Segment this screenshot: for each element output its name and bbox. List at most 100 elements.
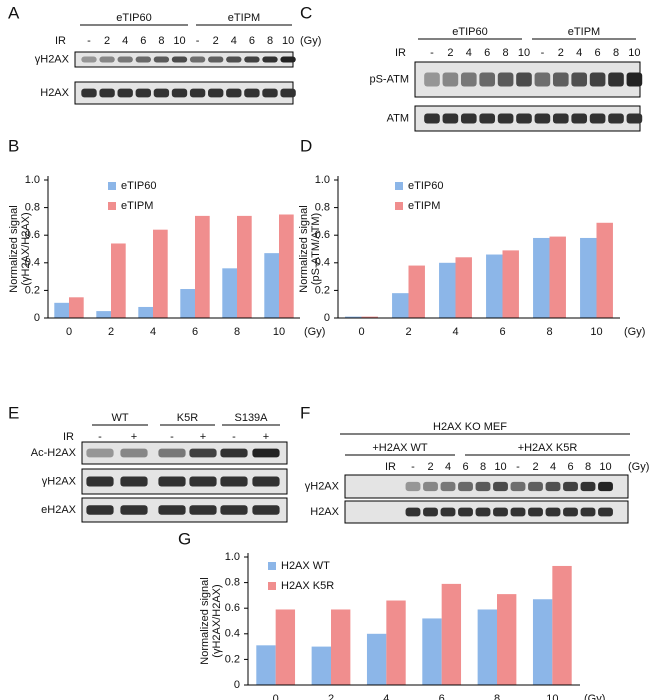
blot-band	[171, 56, 188, 63]
blot-band	[244, 88, 260, 98]
y-tick-label: 0.2	[25, 284, 40, 296]
legend-label: eTIPM	[121, 200, 153, 212]
blot-band	[423, 481, 438, 492]
blot-band	[226, 56, 242, 63]
y-axis-label: (pS-ATM/ATM)	[310, 213, 322, 285]
row-label: γH2AX	[35, 53, 70, 65]
bar	[311, 646, 331, 685]
lane-label: 8	[267, 35, 273, 47]
lane-label: -	[196, 35, 200, 47]
bar	[392, 293, 409, 318]
row-label: Ac-H2AX	[31, 447, 77, 459]
blot-band	[153, 88, 170, 98]
blot-band	[280, 56, 296, 63]
blot-band	[534, 72, 551, 87]
lane-label: 4	[445, 461, 451, 473]
lane-label: 6	[462, 461, 468, 473]
lane-label: 6	[249, 35, 255, 47]
bar	[275, 609, 296, 685]
y-tick-label: 0.6	[25, 229, 40, 241]
lane-label: 4	[576, 47, 582, 59]
y-tick-label: 1.0	[315, 174, 330, 186]
x-unit: (Gy)	[624, 326, 645, 338]
bar	[153, 229, 168, 318]
legend-swatch	[108, 182, 116, 190]
blot-band	[424, 113, 440, 124]
legend-swatch	[395, 202, 403, 210]
blot-band	[117, 56, 133, 63]
legend-label: eTIP60	[408, 180, 443, 192]
unit-label: (Gy)	[300, 35, 321, 47]
bar	[138, 306, 153, 318]
y-tick-label: 0.8	[25, 202, 40, 214]
bar	[256, 645, 276, 685]
row-label: γH2AX	[305, 480, 340, 492]
blot-band	[220, 476, 248, 487]
bar	[361, 316, 378, 318]
panel-label: B	[8, 136, 19, 155]
blot-band	[81, 56, 97, 63]
blot-band	[120, 505, 148, 515]
blot-band	[580, 481, 596, 492]
y-axis-label: Normalized signal	[199, 577, 211, 664]
x-tick-label: 0	[273, 693, 279, 700]
blot-band	[86, 448, 114, 458]
blot-band	[626, 72, 643, 87]
blot-band	[460, 113, 477, 124]
blot-band	[458, 481, 473, 492]
y-tick-label: 1.0	[225, 551, 240, 563]
bar	[441, 583, 462, 685]
blot-band	[208, 56, 224, 63]
blot-band	[552, 113, 569, 124]
blot-band	[244, 56, 260, 63]
blot-band	[220, 505, 248, 515]
blot-band	[608, 72, 624, 87]
row-label: H2AX	[310, 506, 339, 518]
blot-band	[493, 481, 508, 492]
blot-band	[226, 88, 242, 98]
blot-band	[608, 113, 624, 124]
blot-band	[580, 507, 596, 517]
lane-label: 10	[518, 47, 530, 59]
blot-band	[479, 72, 496, 87]
y-tick-label: 0.6	[225, 602, 240, 614]
lane-label: 8	[585, 461, 591, 473]
blot-band	[158, 448, 186, 458]
bar	[366, 633, 387, 685]
lane-label: 10	[494, 461, 506, 473]
blot-band	[158, 476, 186, 487]
panel-label: D	[300, 136, 312, 155]
legend-label: eTIPM	[408, 200, 440, 212]
lane-label: 8	[158, 35, 164, 47]
group-label: S139A	[234, 412, 268, 424]
blot-band	[589, 72, 606, 87]
x-tick-label: 8	[546, 326, 552, 338]
blot-band	[405, 481, 421, 492]
panel-label: C	[300, 3, 312, 22]
blot-band	[405, 507, 421, 517]
blot-band	[528, 507, 543, 517]
bar	[222, 268, 237, 318]
group-label: K5R	[177, 412, 198, 424]
blot-band	[189, 56, 206, 63]
lane-label: 2	[427, 461, 433, 473]
panel-label: F	[300, 403, 310, 422]
blot-band	[81, 88, 97, 98]
blot-title: H2AX KO MEF	[433, 421, 507, 433]
bar	[386, 600, 406, 685]
bar	[180, 289, 195, 318]
ir-label: IR	[385, 461, 396, 473]
bar	[439, 262, 456, 318]
ir-label: IR	[395, 47, 406, 59]
lane-label: 2	[532, 461, 538, 473]
blot-band	[475, 507, 491, 517]
bar	[331, 609, 351, 685]
group-label: eTIPM	[568, 26, 600, 38]
lane-label: -	[232, 431, 236, 443]
blot-band	[153, 56, 170, 63]
bar	[533, 237, 550, 318]
lane-label: 2	[213, 35, 219, 47]
x-unit: (Gy)	[584, 693, 605, 700]
lane-label: +	[131, 431, 137, 443]
